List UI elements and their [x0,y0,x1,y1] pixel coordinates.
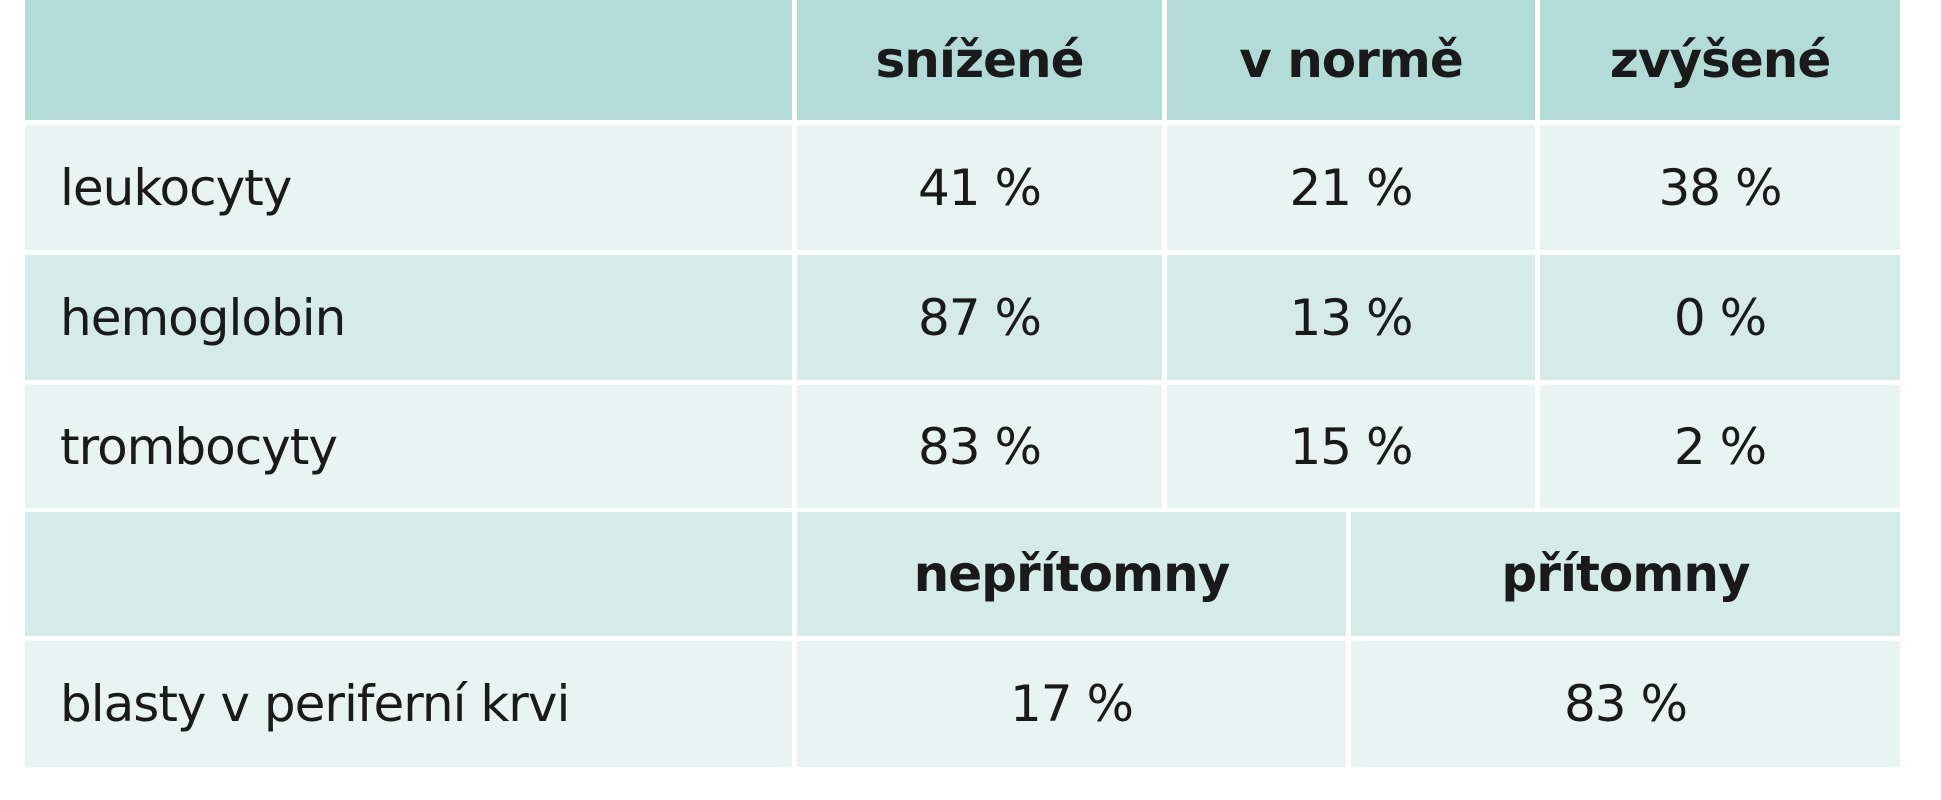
value-cell: 87 % [797,255,1162,380]
results-table: snížené v normě zvýšené leukocyty 41 % 2… [25,0,1900,508]
header-cell: zvýšené [1540,0,1900,120]
row-label: hemoglobin [25,255,792,380]
value-cell: 0 % [1540,255,1900,380]
value-cell: 15 % [1167,385,1535,508]
header-cell [25,0,792,120]
value-cell: 13 % [1167,255,1535,380]
value-cell: 83 % [797,385,1162,508]
value-cell: 41 % [797,125,1162,250]
value-cell: 21 % [1167,125,1535,250]
value-cell: 2 % [1540,385,1900,508]
header-cell: v normě [1167,0,1535,120]
header-cell: nepřítomny [797,512,1346,636]
blast-table: nepřítomny přítomny blasty v periferní k… [25,512,1900,767]
row-label: blasty v periferní krvi [25,641,792,767]
row-label: trombocyty [25,385,792,508]
value-cell: 38 % [1540,125,1900,250]
header-cell: přítomny [1351,512,1900,636]
header-cell [25,512,792,636]
value-cell: 83 % [1351,641,1900,767]
header-cell: snížené [797,0,1162,120]
value-cell: 17 % [797,641,1346,767]
row-label: leukocyty [25,125,792,250]
